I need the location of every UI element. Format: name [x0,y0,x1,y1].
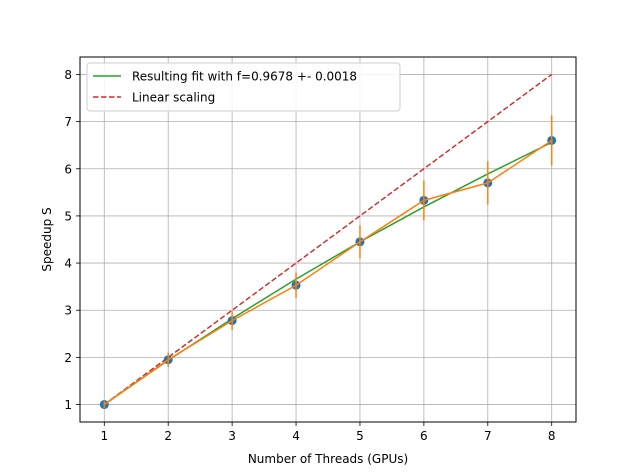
y-tick-label: 6 [64,162,72,176]
y-tick-label: 2 [64,351,72,365]
x-tick-label: 2 [164,429,172,443]
y-tick-label: 3 [64,304,72,318]
plot-area: 1 2 3 4 5 6 7 8 1 2 3 4 5 6 7 8 [64,56,577,443]
measured-line [103,139,553,406]
y-tick-label: 5 [64,209,72,223]
x-tick-label: 8 [548,429,556,443]
legend: Resulting fit with f=0.9678 +- 0.0018 Lin… [86,62,401,112]
x-tick-label: 3 [228,429,236,443]
x-tick-label: 1 [100,429,108,443]
x-axis-label: Number of Threads (GPUs) [248,452,408,466]
x-tick-label: 7 [484,429,492,443]
legend-box [86,62,401,112]
x-tick-label: 6 [420,429,428,443]
x-tick-label: 5 [356,429,364,443]
y-tick-label: 4 [64,257,72,271]
legend-fit-label: Resulting fit with f=0.9678 +- 0.0018 [132,70,357,84]
y-tick-label: 1 [64,398,72,412]
x-tick-label: 4 [292,429,300,443]
y-axis-label: Speedup S [40,207,54,271]
y-tick-label: 8 [64,68,72,82]
y-tick-label: 7 [64,115,72,129]
legend-linear-label: Linear scaling [132,91,215,105]
linear-scaling-line [103,73,553,406]
axes-frame [79,56,577,423]
